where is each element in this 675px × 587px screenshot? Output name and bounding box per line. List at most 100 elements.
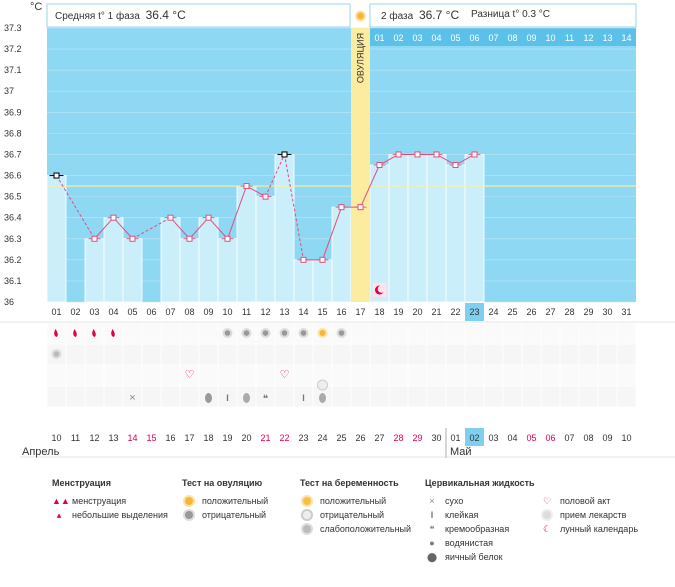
diff-value: 0.3 °C: [522, 9, 551, 20]
pregnancy-positive-icon: [303, 497, 311, 505]
symbol-cell: [540, 322, 561, 345]
y-tick-label: 36.5: [4, 192, 22, 202]
sticky-icon: I: [430, 510, 434, 520]
symbol-cell: [464, 343, 485, 366]
temperature-bar: [179, 238, 200, 303]
temperature-bar: [46, 175, 67, 303]
symbol-cell: [597, 385, 618, 408]
symbol-cell: [521, 385, 542, 408]
symbol-cell: [407, 322, 428, 345]
temp-segment: [322, 206, 342, 261]
symbol-cell: [464, 385, 485, 408]
date-label: 27: [374, 433, 384, 443]
symbol-cell: [445, 343, 466, 366]
temp-segment: [189, 217, 209, 240]
date-label: 12: [89, 433, 99, 443]
symbol-cell: [103, 343, 124, 366]
date-label: 30: [431, 433, 441, 443]
date-label: 05: [526, 433, 536, 443]
y-tick-label: 37.3: [4, 23, 22, 33]
phase2-day-label: 14: [621, 33, 631, 43]
symbol-cell: [502, 385, 523, 408]
date-label: 17: [184, 433, 194, 443]
symbol-cell: [407, 385, 428, 408]
symbol-cell: [426, 343, 447, 366]
cycle-day-label: 17: [355, 307, 365, 317]
temp-segment: [113, 217, 133, 240]
temp-segment: [379, 154, 399, 166]
phase2-day-label: 11: [565, 33, 574, 43]
symbol-cell: [103, 385, 124, 408]
symbol-cell: [122, 364, 143, 387]
date-label: 09: [602, 433, 612, 443]
legend-item: положительный: [320, 496, 387, 506]
symbol-cell: [293, 364, 314, 387]
sun-icon-core: [357, 12, 364, 20]
cycle-day-label: 20: [412, 307, 422, 317]
date-label: 24: [317, 433, 327, 443]
date-label: 16: [165, 433, 175, 443]
symbol-cell: [350, 385, 371, 408]
symbol-cell: [464, 364, 485, 387]
symbol-cell: [559, 322, 580, 345]
symbol-cell: [141, 322, 162, 345]
symbol-cell: [46, 385, 67, 408]
ovulation-test-icon-core: [281, 330, 288, 336]
legend-menstruation: Менструация ▲▲ менструация ▴ небольшие выд…: [52, 478, 168, 522]
symbol-cell: [559, 343, 580, 366]
temp-point: [167, 214, 174, 221]
spotting-icon: ▴: [56, 509, 62, 520]
symbol-cell: [483, 343, 504, 366]
symbol-cell: [236, 343, 257, 366]
egg-white-icon: [205, 393, 212, 403]
symbol-cell: [331, 385, 352, 408]
symbol-cell: [84, 343, 105, 366]
medication-icon: [317, 379, 328, 391]
y-tick-label: 37.1: [4, 65, 22, 75]
y-tick-label: 36.2: [4, 255, 22, 265]
symbol-cell: [540, 385, 561, 408]
symbol-cell: [350, 322, 371, 345]
temperature-bar: [122, 238, 143, 303]
date-label: 07: [564, 433, 574, 443]
legend-item: прием лекарств: [560, 510, 627, 520]
temperature-bar: [274, 154, 295, 303]
cycle-day-label: 09: [203, 307, 213, 317]
cycle-day-label: 12: [260, 307, 270, 317]
menstruation-drop-icon: [73, 329, 77, 337]
symbol-cell: [445, 364, 466, 387]
ovulation-column: [351, 28, 370, 302]
symbol-cell: [65, 385, 86, 408]
creamy-icon: ❝: [263, 394, 268, 405]
phase2-day-label: 08: [507, 33, 517, 43]
phase2-day-label: 07: [488, 33, 498, 43]
legend-item: небольшие выделения: [72, 510, 168, 520]
symbol-cell: [521, 322, 542, 345]
temp-point: [186, 235, 193, 242]
symbol-cell: [160, 343, 181, 366]
legend-item: клейкая: [445, 510, 479, 520]
cycle-day-label: 29: [583, 307, 593, 317]
cycle-day-label: 23: [469, 307, 479, 317]
temperature-bar: [103, 217, 124, 303]
medication-icon: [543, 511, 551, 519]
symbol-cell: [198, 322, 219, 345]
pregnancy-weak-icon-core: [53, 351, 60, 357]
month-april: Апрель: [22, 446, 60, 458]
symbol-cell: [312, 343, 333, 366]
symbol-cell: [141, 343, 162, 366]
temp-point: [205, 214, 212, 221]
ovulation-positive-icon: [185, 497, 193, 505]
date-label: 14: [127, 433, 137, 443]
symbol-cell: [483, 364, 504, 387]
ovulation-test-icon-core: [262, 330, 269, 336]
symbol-cell: [540, 364, 561, 387]
symbol-cell: [388, 385, 409, 408]
legend-item: сухо: [445, 496, 464, 506]
temp-segment: [284, 154, 304, 260]
header-box-phase2: [369, 3, 637, 28]
symbol-cell: [578, 343, 599, 366]
temp-segment-gap: [56, 175, 95, 240]
egg-white-icon: ⬤: [426, 551, 438, 562]
symbol-cell: [350, 343, 371, 366]
